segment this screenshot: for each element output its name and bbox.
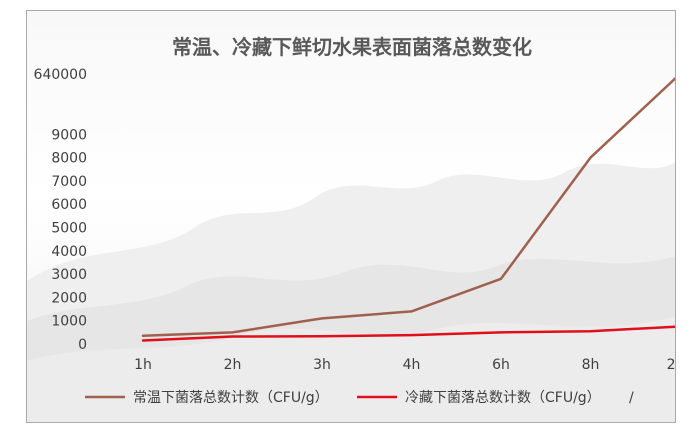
series-lines	[141, 76, 675, 342]
background-mountains	[27, 162, 675, 422]
chart-canvas: 常温、冷藏下鲜切水果表面菌落总数变化 0 1000 2000 3000 4000 5000…	[27, 35, 676, 422]
legend-label-2: 冷藏下菌落总数计数（CFU/g）	[405, 390, 601, 406]
x-tick-label: 24h	[667, 357, 676, 373]
x-tick-label: 2h	[224, 357, 242, 373]
y-tick-label: 7000	[51, 174, 87, 190]
y-axis-labels: 0 1000 2000 3000 4000 5000 6000 7000 8000 9000 640…	[34, 67, 87, 353]
y-tick-label: 8000	[51, 151, 87, 167]
x-tick-label: 8h	[582, 357, 600, 373]
y-tick-label: 6000	[51, 197, 87, 213]
y-tick-label: 2000	[51, 290, 87, 306]
x-tick-label: 6h	[492, 357, 510, 373]
y-tick-label: 1000	[51, 314, 87, 330]
x-tick-label: 4h	[403, 357, 421, 373]
y-tick-label: 3000	[51, 267, 87, 283]
legend-suffix: /	[629, 390, 634, 406]
y-tick-label: 4000	[51, 244, 87, 260]
x-axis-labels: 1h 2h 3h 4h 6h 8h 24h	[134, 357, 676, 373]
y-tick-label: 0	[78, 337, 87, 353]
x-tick-label: 1h	[134, 357, 152, 373]
y-tick-label: 640000	[34, 67, 87, 83]
chart-frame: 常温、冷藏下鲜切水果表面菌落总数变化 0 1000 2000 3000 4000 5000…	[26, 10, 676, 423]
chart-title: 常温、冷藏下鲜切水果表面菌落总数变化	[172, 35, 532, 59]
x-tick-label: 3h	[313, 357, 331, 373]
legend: 常温下菌落总数计数（CFU/g） 冷藏下菌落总数计数（CFU/g） /	[85, 390, 634, 406]
y-tick-label: 5000	[51, 221, 87, 237]
legend-label-1: 常温下菌落总数计数（CFU/g）	[133, 390, 329, 406]
y-tick-label: 9000	[51, 127, 87, 143]
